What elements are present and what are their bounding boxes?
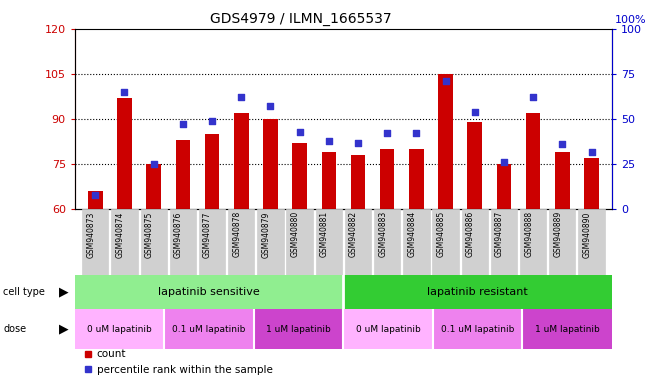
Bar — [117, 98, 132, 209]
Text: GSM940884: GSM940884 — [408, 211, 417, 258]
Bar — [322, 152, 336, 209]
Text: 1 uM lapatinib: 1 uM lapatinib — [266, 325, 331, 334]
Bar — [176, 140, 190, 209]
Point — [265, 103, 275, 109]
Bar — [403, 209, 430, 275]
Bar — [141, 209, 167, 275]
Point — [324, 137, 334, 144]
Bar — [578, 209, 605, 275]
Point — [499, 159, 509, 166]
Point — [587, 149, 597, 155]
Bar — [438, 74, 453, 209]
Text: GSM940880: GSM940880 — [290, 211, 299, 258]
Bar — [467, 122, 482, 209]
Bar — [88, 191, 103, 209]
Bar — [263, 119, 278, 209]
Bar — [555, 152, 570, 209]
Bar — [75, 309, 164, 349]
Bar — [234, 113, 249, 209]
Bar — [344, 309, 433, 349]
Bar — [344, 275, 612, 309]
Text: GSM940875: GSM940875 — [145, 211, 154, 258]
Text: GSM940888: GSM940888 — [524, 211, 533, 257]
Text: GSM940873: GSM940873 — [87, 211, 95, 258]
Text: 0.1 uM lapatinib: 0.1 uM lapatinib — [441, 325, 514, 334]
Bar — [205, 134, 219, 209]
Bar — [522, 309, 612, 349]
Bar — [170, 209, 196, 275]
Bar — [432, 209, 459, 275]
Legend: count, percentile rank within the sample: count, percentile rank within the sample — [80, 345, 277, 379]
Bar — [292, 143, 307, 209]
Bar — [351, 155, 365, 209]
Text: GSM940874: GSM940874 — [115, 211, 124, 258]
Bar — [409, 149, 424, 209]
Text: GSM940887: GSM940887 — [495, 211, 504, 258]
Point — [119, 89, 130, 95]
Text: GSM940877: GSM940877 — [203, 211, 212, 258]
Point — [294, 129, 305, 135]
Point — [178, 121, 188, 127]
Bar — [257, 209, 284, 275]
Text: 100%: 100% — [615, 15, 647, 25]
Bar — [526, 113, 540, 209]
Text: cell type: cell type — [3, 287, 45, 297]
Text: lapatinib sensitive: lapatinib sensitive — [158, 287, 260, 297]
Text: GSM940876: GSM940876 — [174, 211, 183, 258]
Point — [382, 131, 393, 137]
Text: GDS4979 / ILMN_1665537: GDS4979 / ILMN_1665537 — [210, 12, 391, 25]
Bar — [316, 209, 342, 275]
Bar — [228, 209, 255, 275]
Text: GSM940890: GSM940890 — [583, 211, 592, 258]
Bar — [497, 164, 511, 209]
Bar — [433, 309, 522, 349]
Text: GSM940882: GSM940882 — [349, 211, 358, 257]
Point — [236, 94, 247, 101]
Bar — [254, 309, 344, 349]
Text: ▶: ▶ — [59, 323, 68, 336]
Text: dose: dose — [3, 324, 27, 334]
Text: GSM940878: GSM940878 — [232, 211, 242, 258]
Bar — [462, 209, 488, 275]
Text: lapatinib resistant: lapatinib resistant — [427, 287, 528, 297]
Text: 0 uM lapatinib: 0 uM lapatinib — [356, 325, 421, 334]
Bar — [75, 275, 344, 309]
Text: GSM940889: GSM940889 — [553, 211, 562, 258]
Point — [469, 109, 480, 115]
Point — [411, 131, 422, 137]
Text: GSM940886: GSM940886 — [465, 211, 475, 258]
Point — [440, 78, 450, 84]
Bar — [82, 209, 109, 275]
Point — [90, 192, 100, 198]
Text: ▶: ▶ — [59, 285, 68, 298]
Point — [557, 141, 568, 147]
Bar — [374, 209, 400, 275]
Bar — [111, 209, 137, 275]
Point — [528, 94, 538, 101]
Text: GSM940885: GSM940885 — [437, 211, 445, 258]
Point — [207, 118, 217, 124]
Point — [148, 161, 159, 167]
Bar — [549, 209, 575, 275]
Bar — [164, 309, 254, 349]
Bar — [491, 209, 517, 275]
Text: 0 uM lapatinib: 0 uM lapatinib — [87, 325, 152, 334]
Text: 1 uM lapatinib: 1 uM lapatinib — [535, 325, 600, 334]
Bar — [380, 149, 395, 209]
Point — [353, 139, 363, 146]
Bar — [345, 209, 371, 275]
Bar — [199, 209, 225, 275]
Bar — [286, 209, 312, 275]
Text: GSM940881: GSM940881 — [320, 211, 329, 257]
Bar — [146, 164, 161, 209]
Text: GSM940883: GSM940883 — [378, 211, 387, 258]
Text: GSM940879: GSM940879 — [262, 211, 270, 258]
Bar — [584, 158, 599, 209]
Text: 0.1 uM lapatinib: 0.1 uM lapatinib — [173, 325, 246, 334]
Bar — [520, 209, 546, 275]
